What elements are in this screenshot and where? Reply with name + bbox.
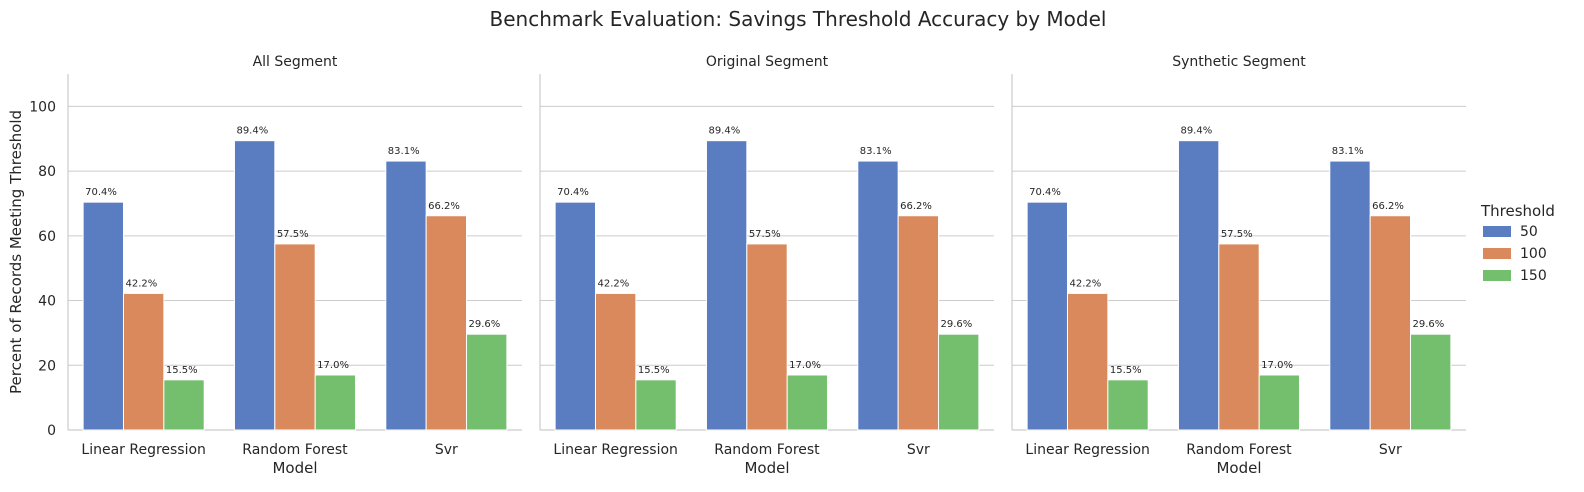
y-tick-label: 100 <box>29 99 56 115</box>
x-tick-label: Random Forest <box>714 442 820 458</box>
bar-data-label: 57.5% <box>1221 229 1253 240</box>
y-axis-label: Percent of Records Meeting Threshold <box>7 110 25 394</box>
bar-100 <box>274 243 316 431</box>
x-tick-label: Linear Regression <box>553 442 678 458</box>
x-tick-label: Svr <box>907 442 930 458</box>
bar-data-label: 15.5% <box>1110 365 1142 376</box>
bar-100 <box>746 243 788 431</box>
bar-data-label: 89.4% <box>1180 126 1212 137</box>
bar-data-label: 29.6% <box>941 319 973 330</box>
x-axis-label: Model <box>744 459 789 477</box>
bar-150 <box>466 333 508 431</box>
bar-data-label: 66.2% <box>900 201 932 212</box>
panel-title: Original Segment <box>706 54 829 70</box>
bar-data-label: 15.5% <box>166 365 198 376</box>
bar-150 <box>1258 374 1301 431</box>
panel-2: Original Segment 70.4% 42.2% 15.5% Linear Re… <box>539 54 994 477</box>
y-tick-label: 0 <box>47 423 56 439</box>
bar-data-label: 15.5% <box>638 365 670 376</box>
chart-title: Benchmark Evaluation: Savings Threshold … <box>490 7 1107 31</box>
bar-data-label: 83.1% <box>388 146 420 157</box>
bar-50 <box>82 201 124 431</box>
x-tick-label: Linear Regression <box>1025 442 1150 458</box>
bar-data-label: 42.2% <box>1069 278 1101 289</box>
y-tick-label: 40 <box>38 294 56 310</box>
bar-100 <box>897 215 940 431</box>
bar-150 <box>314 374 357 431</box>
x-axis-label: Model <box>272 459 317 477</box>
bar-data-label: 83.1% <box>1332 146 1364 157</box>
bar-100 <box>1369 215 1412 431</box>
y-tick-label: 60 <box>38 229 56 245</box>
bar-50 <box>1329 160 1371 431</box>
bar-data-label: 89.4% <box>236 126 268 137</box>
bar-data-label: 17.0% <box>1261 360 1293 371</box>
x-tick-label: Svr <box>435 442 458 458</box>
bar-150 <box>635 379 677 431</box>
bar-150 <box>1107 379 1149 431</box>
bar-data-label: 42.2% <box>125 278 157 289</box>
x-tick-label: Random Forest <box>1186 442 1292 458</box>
legend-label-50: 50 <box>1520 224 1538 240</box>
legend: Threshold 50 100 150 <box>1480 202 1555 284</box>
bar-data-label: 57.5% <box>277 229 309 240</box>
legend-label-100: 100 <box>1520 246 1547 262</box>
legend-swatch-150 <box>1483 270 1511 281</box>
bar-100 <box>1218 243 1260 431</box>
bar-50 <box>1026 201 1068 431</box>
bar-data-label: 42.2% <box>597 278 629 289</box>
bar-50 <box>385 160 427 431</box>
panel-title: All Segment <box>253 54 338 70</box>
bar-data-label: 17.0% <box>317 360 349 371</box>
bar-data-label: 17.0% <box>789 360 821 371</box>
bar-data-label: 89.4% <box>708 126 740 137</box>
bar-data-label: 66.2% <box>428 201 460 212</box>
y-tick-label: 20 <box>38 358 56 374</box>
x-axis-label: Model <box>1216 459 1261 477</box>
legend-swatch-100 <box>1483 248 1511 259</box>
bar-data-label: 29.6% <box>1413 319 1445 330</box>
x-tick-label: Linear Regression <box>81 442 206 458</box>
bar-data-label: 57.5% <box>749 229 781 240</box>
x-tick-label: Random Forest <box>242 442 348 458</box>
legend-label-150: 150 <box>1520 268 1547 284</box>
bar-data-label: 83.1% <box>860 146 892 157</box>
legend-swatch-50 <box>1483 226 1511 237</box>
bar-100 <box>594 292 637 431</box>
bar-50 <box>705 140 748 431</box>
bar-150 <box>938 333 980 431</box>
bar-150 <box>786 374 829 431</box>
bar-50 <box>554 201 596 431</box>
bar-100 <box>1066 292 1109 431</box>
chart-panels: 0 20 40 60 80 100 All Segment 70.4% 42.2% 15.5% Li… <box>29 54 1466 477</box>
bar-data-label: 70.4% <box>1029 187 1061 198</box>
panel-title: Synthetic Segment <box>1172 54 1306 70</box>
bar-data-label: 70.4% <box>557 187 589 198</box>
bar-150 <box>163 379 205 431</box>
bar-150 <box>1410 333 1452 431</box>
y-tick-label: 80 <box>38 164 56 180</box>
bar-data-label: 70.4% <box>85 187 117 198</box>
bar-50 <box>857 160 899 431</box>
bar-data-label: 29.6% <box>469 319 501 330</box>
bar-50 <box>1177 140 1220 431</box>
panel-1: 0 20 40 60 80 100 All Segment 70.4% 42.2% 15.5% Li… <box>29 54 522 477</box>
bar-50 <box>233 140 276 431</box>
panel-3: Synthetic Segment 70.4% 42.2% 15.5% Linear R… <box>1011 54 1466 477</box>
bar-100 <box>425 215 468 431</box>
bar-100 <box>122 292 165 431</box>
legend-title: Threshold <box>1480 202 1555 220</box>
x-tick-label: Svr <box>1379 442 1402 458</box>
bar-data-label: 66.2% <box>1372 201 1404 212</box>
